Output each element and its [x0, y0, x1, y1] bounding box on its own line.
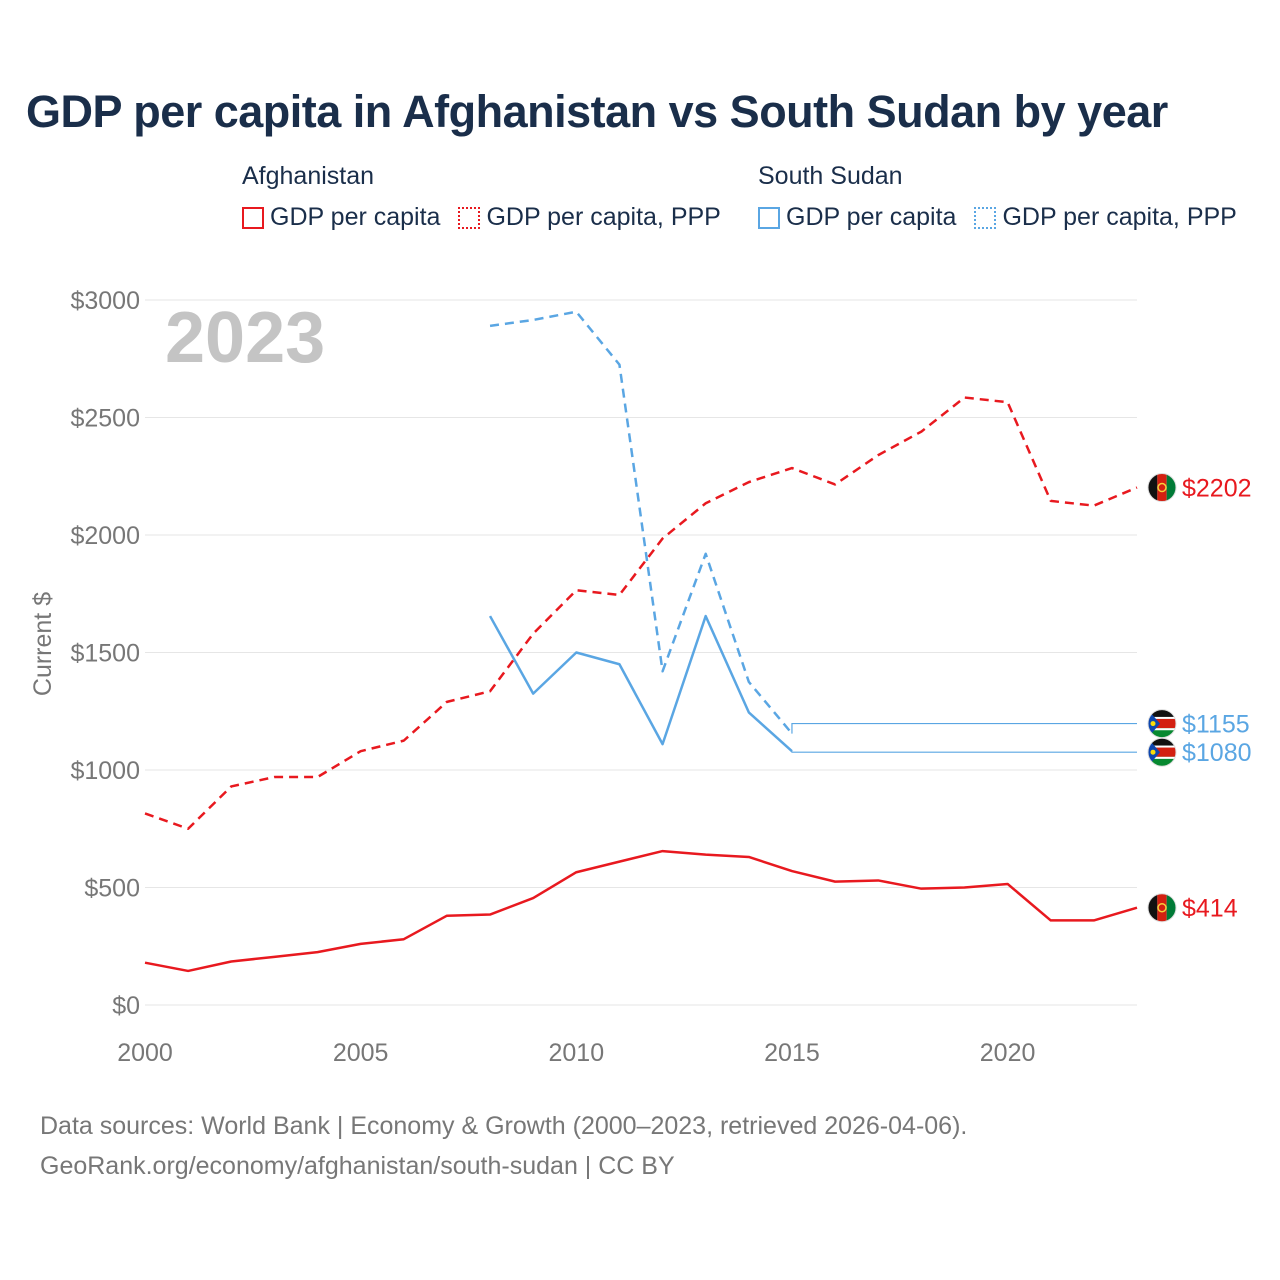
legend-swatch-solid	[758, 206, 780, 229]
footer-attribution[interactable]: GeoRank.org/economy/afghanistan/south-su…	[40, 1152, 675, 1180]
series-line[interactable]	[489, 310, 793, 735]
footer-sources: Data sources: World Bank | Economy & Gro…	[40, 1112, 968, 1140]
series-line[interactable]	[144, 849, 1138, 973]
x-tick-label: 2005	[333, 1039, 389, 1067]
legend-group-name: South Sudan	[758, 162, 903, 190]
legend-swatch-dotted	[974, 206, 997, 229]
y-tick-label: $500	[84, 875, 140, 903]
legend-item-label: GDP per capita	[270, 203, 441, 231]
y-tick-label: $1500	[70, 640, 140, 668]
legend-item-south-sudan-gdp-ppp[interactable]: GDP per capita, PPP	[974, 203, 1237, 232]
south-sudan-flag-icon	[1147, 709, 1177, 739]
legend-item-afghanistan-gdp-ppp[interactable]: GDP per capita, PPP	[458, 203, 721, 232]
legend-item-south-sudan-gdp[interactable]: GDP per capita	[758, 203, 956, 232]
y-tick-label: $2000	[70, 522, 140, 550]
series-line[interactable]	[144, 396, 1138, 830]
x-tick-label: 2000	[117, 1039, 173, 1067]
legend-swatch-dotted	[458, 206, 481, 229]
source-footer: Data sources: World Bank | Economy & Gro…	[40, 1106, 967, 1186]
chart-title: GDP per capita in Afghanistan vs South S…	[26, 86, 1168, 137]
line-chart: 2023 $0 $500 $1000 $1500 $2000 $2500 $3000 200…	[29, 287, 1252, 1067]
legend-item-afghanistan-gdp[interactable]: GDP per capita	[242, 203, 440, 232]
afghanistan-flag-icon	[1147, 893, 1177, 923]
end-value-label: $1080	[1182, 739, 1252, 767]
legend-item-label: GDP per capita, PPP	[1002, 203, 1237, 231]
x-tick-label: 2015	[764, 1039, 820, 1067]
y-axis-label: Current $	[29, 592, 57, 696]
legend-group-afghanistan: Afghanistan GDP per capita GDP per capit…	[242, 162, 721, 232]
leader-line	[791, 722, 1137, 734]
end-value-label: $1155	[1182, 711, 1250, 739]
y-tick-label: $0	[112, 992, 140, 1020]
south-sudan-flag-icon	[1147, 737, 1177, 767]
leader-line	[791, 751, 1137, 753]
end-value-label: $414	[1182, 895, 1238, 923]
legend-swatch-solid	[242, 206, 264, 229]
series-line[interactable]	[488, 614, 793, 753]
legend-group-name: Afghanistan	[242, 162, 375, 190]
x-tick-label: 2010	[548, 1039, 604, 1067]
legend-item-label: GDP per capita, PPP	[486, 203, 721, 231]
y-tick-label: $3000	[70, 287, 140, 315]
y-tick-label: $2500	[70, 405, 140, 433]
end-value-label: $2202	[1182, 475, 1252, 503]
afghanistan-flag-icon	[1147, 473, 1177, 503]
legend-group-south-sudan: South Sudan GDP per capita GDP per capit…	[758, 162, 1237, 232]
x-tick-label: 2020	[980, 1039, 1036, 1067]
y-tick-label: $1000	[70, 757, 140, 785]
year-watermark: 2023	[165, 298, 325, 378]
legend-item-label: GDP per capita	[786, 203, 957, 231]
